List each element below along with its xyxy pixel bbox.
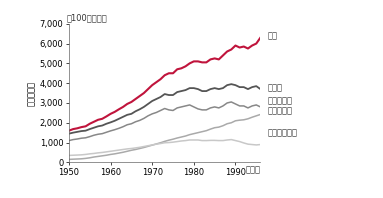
Text: 東欧＋旧ソ連: 東欧＋旧ソ連 (267, 129, 297, 138)
Text: （年）: （年） (246, 165, 260, 174)
Y-axis label: 炭素換算量: 炭素換算量 (26, 81, 36, 106)
Text: 開発途上国: 開発途上国 (267, 107, 292, 116)
Text: （100万トン）: （100万トン） (67, 13, 108, 22)
Text: 合計: 合計 (267, 31, 277, 40)
Text: 西側先進国: 西側先進国 (267, 96, 292, 106)
Text: 先進国: 先進国 (267, 83, 282, 92)
